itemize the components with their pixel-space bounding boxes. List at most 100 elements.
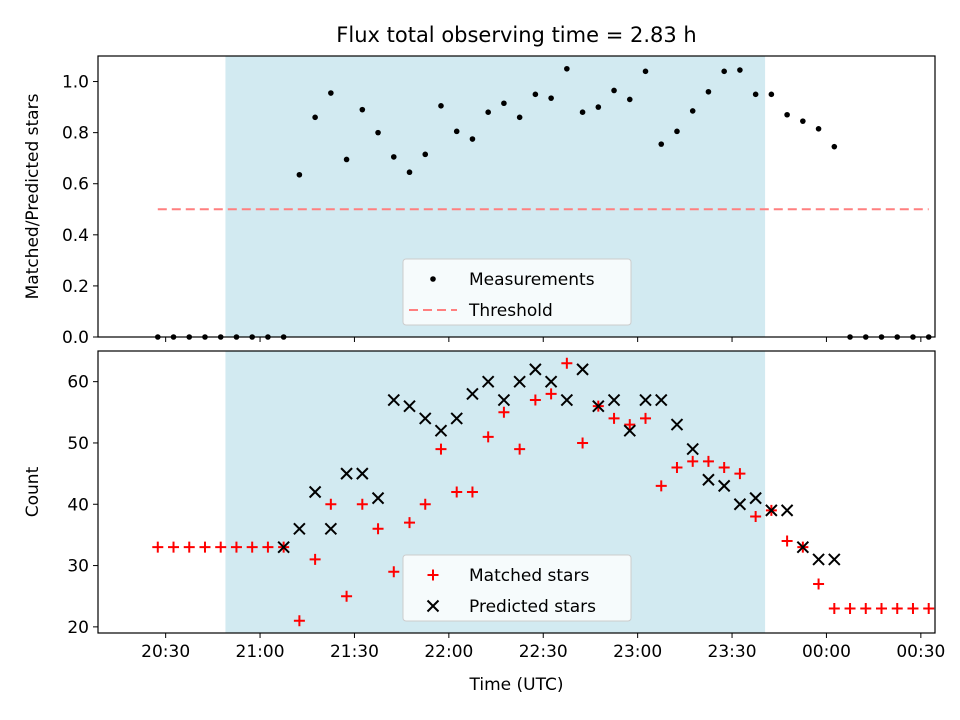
measurement-point — [674, 128, 680, 135]
measurement-point — [438, 103, 444, 109]
predicted-star-point — [529, 363, 542, 376]
matched-star-point — [891, 602, 903, 614]
legend-dot-marker — [430, 276, 436, 282]
measurement-point — [611, 87, 617, 94]
predicted-star-point — [780, 504, 794, 517]
predicted-star-point — [765, 504, 778, 517]
legend-label: Predicted stars — [469, 597, 596, 617]
matched-star-point — [451, 486, 463, 498]
matched-star-point — [608, 412, 620, 424]
measurement-point — [800, 118, 806, 124]
measurement-point — [658, 141, 665, 147]
axes-frame — [97, 350, 936, 634]
measurement-point — [485, 109, 491, 115]
matched-star-point — [466, 486, 478, 498]
matched-star-point — [498, 406, 510, 418]
matched-star-point — [640, 412, 652, 424]
measurement-point — [296, 171, 303, 178]
matched-star-point — [734, 468, 746, 480]
matched-star-point — [404, 517, 416, 529]
predicted-star-point — [623, 424, 636, 437]
measurement-point — [705, 88, 712, 95]
matched-star-point — [702, 455, 714, 467]
predicted-star-point — [733, 498, 747, 511]
matched-star-point — [356, 498, 368, 510]
matched-star-point — [388, 566, 400, 578]
matched-star-point — [561, 357, 573, 369]
x-tick-label: 23:00 — [613, 642, 662, 662]
measurement-point — [516, 114, 523, 121]
predicted-star-point — [560, 393, 574, 407]
legend-box — [402, 258, 632, 326]
matched-star-point — [168, 541, 180, 553]
matched-star-point — [309, 553, 321, 565]
matched-star-point — [750, 511, 762, 523]
measurement-point — [721, 68, 727, 75]
matched-star-point — [419, 498, 431, 510]
predicted-star-point — [371, 491, 385, 505]
matched-star-point — [482, 431, 494, 443]
y-tick-label: 40 — [67, 495, 89, 515]
measurement-point — [453, 128, 460, 135]
y-tick-label: 30 — [67, 557, 89, 577]
matched-star-point — [718, 461, 730, 473]
predicted-star-point — [434, 424, 448, 437]
predicted-star-point — [466, 387, 479, 401]
matched-star-point — [781, 535, 793, 547]
predicted-star-point — [702, 473, 715, 486]
matched-star-point — [152, 541, 164, 553]
y-tick-label: 60 — [67, 373, 89, 393]
y-axis-label: Matched/Predicted stars — [23, 93, 43, 299]
measurement-point — [689, 108, 696, 114]
measurement-point — [328, 90, 334, 96]
predicted-star-point — [812, 553, 825, 566]
x-tick-label: 21:30 — [330, 642, 379, 662]
measurement-point — [532, 91, 539, 98]
measurement-point — [564, 65, 570, 72]
measurement-point — [548, 95, 554, 101]
y-tick-label: 50 — [67, 434, 89, 454]
measurement-point — [595, 104, 602, 110]
series-dot — [154, 65, 932, 340]
matched-star-point — [876, 602, 888, 614]
matched-star-point — [671, 461, 683, 473]
matched-star-point — [923, 602, 935, 614]
measurement-point — [626, 96, 633, 103]
measurement-point — [579, 109, 586, 115]
x-tick-label: 21:00 — [236, 642, 285, 662]
predicted-star-point — [481, 375, 495, 388]
predicted-star-point — [387, 393, 400, 407]
predicted-star-point — [308, 485, 322, 499]
y-tick-label: 0.0 — [62, 328, 89, 348]
matched-star-point — [655, 480, 667, 492]
matched-star-point — [844, 602, 856, 614]
axes-frame — [97, 55, 936, 338]
y-axis-label: Count — [23, 466, 43, 517]
matched-star-point — [246, 541, 258, 553]
measurement-point — [343, 156, 350, 163]
predicted-star-point — [293, 522, 306, 535]
measurement-point — [422, 151, 429, 158]
matched-star-point — [262, 541, 274, 553]
measurement-point — [831, 143, 838, 150]
matched-star-point — [860, 602, 872, 614]
predicted-star-point — [639, 393, 652, 407]
matched-star-point — [183, 541, 195, 553]
predicted-star-point — [749, 491, 762, 505]
matched-star-point — [199, 541, 211, 553]
matched-star-point — [545, 388, 557, 400]
x-tick-label: 22:00 — [424, 642, 473, 662]
predicted-star-point — [356, 467, 369, 480]
matched-star-point — [435, 443, 447, 455]
matched-star-point — [813, 578, 825, 590]
predicted-star-point — [670, 418, 684, 431]
measurement-point — [390, 154, 397, 160]
matched-star-point — [577, 437, 589, 449]
predicted-star-point — [544, 375, 558, 388]
measurement-point — [501, 100, 507, 107]
matched-star-point — [624, 419, 636, 431]
predicted-star-point — [324, 522, 338, 535]
y-tick-label: 0.2 — [62, 277, 89, 297]
predicted-star-point — [340, 467, 353, 480]
